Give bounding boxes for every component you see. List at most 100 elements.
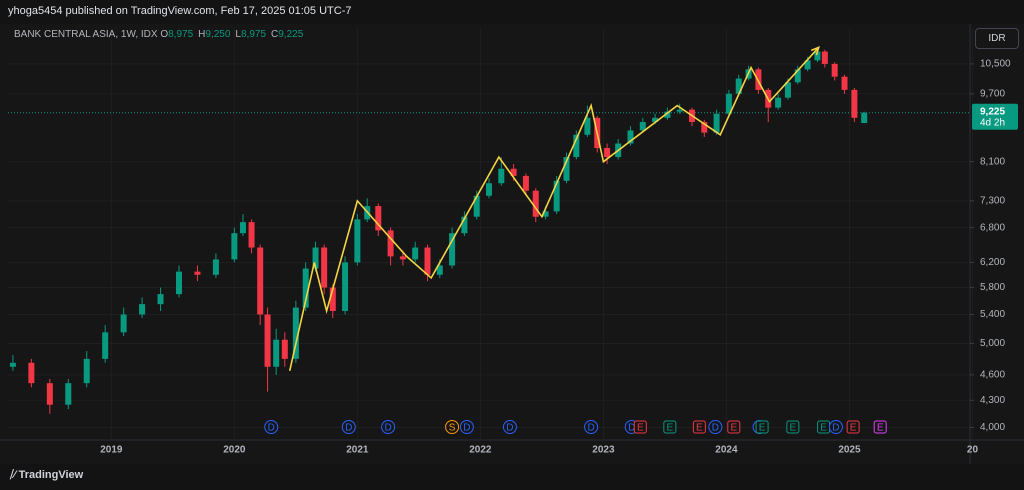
event-label: E <box>790 423 797 434</box>
candle-body <box>212 259 219 275</box>
candle-body <box>473 195 480 217</box>
event-badge <box>459 420 474 434</box>
candle-body <box>461 216 468 234</box>
candle-body <box>312 247 319 269</box>
legend-key: C <box>271 29 279 40</box>
y-tick-label: 5,000 <box>980 338 1005 349</box>
y-tick-label: 4,600 <box>980 370 1005 381</box>
candle-body <box>604 147 611 158</box>
candle-body <box>399 256 406 260</box>
candle-body <box>676 109 683 112</box>
x-tick-label: 20 <box>967 445 979 456</box>
candle-body <box>194 271 201 275</box>
candle-body <box>542 211 549 217</box>
y-tick-label: 8,100 <box>980 156 1005 167</box>
candle-body <box>273 339 280 367</box>
candle-body <box>841 76 848 90</box>
candle-body <box>831 63 838 77</box>
publisher: yhoga5454 published on TradingView.com, … <box>8 5 352 17</box>
event-badge <box>692 420 706 434</box>
brand-name: TradingView <box>18 469 84 481</box>
candle-body <box>46 383 53 405</box>
event-label: E <box>759 423 766 434</box>
y-tick-label: 5,800 <box>980 282 1005 293</box>
candle-body <box>851 89 858 118</box>
candle-body <box>652 117 659 122</box>
event-label: S <box>449 423 456 434</box>
candle-body <box>257 247 264 315</box>
candle-body <box>436 265 443 275</box>
trend-arrowhead <box>810 46 820 56</box>
candle-body <box>248 222 255 248</box>
event-label: E <box>850 423 857 434</box>
y-tick-label: 5,400 <box>980 309 1005 320</box>
candle-body <box>814 51 821 61</box>
candle-body <box>83 358 90 384</box>
candle-body <box>486 183 492 196</box>
candle-body <box>794 69 801 83</box>
event-badge <box>264 420 279 434</box>
candle-body <box>342 262 349 311</box>
candle-body <box>175 271 182 295</box>
legend-value: 9,250 <box>205 29 231 40</box>
candle-body <box>354 219 361 263</box>
candle-body <box>120 314 127 333</box>
event-badge <box>846 420 860 434</box>
event-badge <box>502 420 517 434</box>
candle-body <box>424 247 431 275</box>
event-label: D <box>345 423 352 434</box>
event-label: D <box>268 423 275 434</box>
candle-body <box>139 304 146 315</box>
candle-body <box>28 362 35 384</box>
event-badge <box>786 420 800 434</box>
x-tick-label: 2022 <box>469 445 492 456</box>
y-tick-label: 4,300 <box>980 395 1005 406</box>
event-label: D <box>463 423 470 434</box>
legend-value: 8,975 <box>240 29 267 40</box>
candle-body <box>102 332 109 359</box>
event-badge <box>445 420 460 434</box>
event-label: D <box>712 423 719 434</box>
event-badge <box>584 420 599 434</box>
candle-body <box>292 307 299 359</box>
candle-body <box>821 51 828 64</box>
legend-key: H <box>198 29 206 40</box>
candle-body <box>9 362 16 367</box>
candle-body <box>375 206 382 231</box>
candle-body <box>449 233 456 266</box>
y-tick-label: 6,800 <box>980 222 1005 233</box>
candle-body <box>65 383 72 405</box>
trend-line <box>288 46 820 371</box>
candle-body <box>725 93 732 114</box>
candle-body <box>861 112 868 124</box>
candle-body <box>302 268 309 308</box>
candle-body <box>522 175 529 191</box>
event-label: D <box>587 423 594 434</box>
event-badge <box>381 420 396 434</box>
candle-body <box>553 180 560 212</box>
candle-body <box>157 294 164 305</box>
candle-body <box>573 134 580 158</box>
brand: ⧸⁄ TradingView <box>10 469 84 481</box>
x-tick-label: 2024 <box>715 445 738 456</box>
event-label: D <box>628 423 635 434</box>
candle-body <box>239 222 246 234</box>
y-tick-label: 6,200 <box>980 257 1005 268</box>
event-badge <box>755 420 769 434</box>
candle-body <box>701 121 708 133</box>
candle-body <box>735 78 742 94</box>
legend-key: L <box>235 29 241 40</box>
legend-key: O <box>160 29 169 40</box>
event-badge <box>341 420 356 434</box>
event-label: E <box>667 423 674 434</box>
event-label: D <box>506 423 513 434</box>
event-badge <box>633 420 647 434</box>
candle-body <box>412 247 419 260</box>
event-label: E <box>696 423 703 434</box>
currency-button[interactable]: IDR <box>975 28 1019 49</box>
x-tick-label: 2023 <box>592 445 615 456</box>
x-tick-label: 2025 <box>838 445 861 456</box>
candle-body <box>329 287 336 311</box>
chart-panel <box>0 24 1024 464</box>
